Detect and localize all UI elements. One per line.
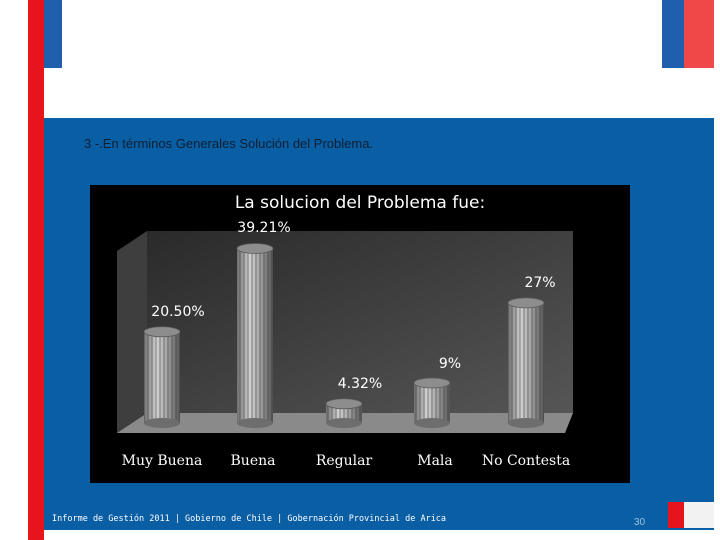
page-number: 30	[634, 517, 646, 528]
slide-subtitle: 3 -.En términos Generales Solución del P…	[84, 136, 374, 151]
bar-ribs	[414, 382, 450, 423]
page-mark-red	[668, 502, 684, 528]
bar-base	[508, 418, 544, 428]
data-label: 9%	[439, 356, 461, 372]
blue-top-stripe-left	[44, 0, 62, 68]
page-mark-white	[684, 502, 714, 528]
slide-footer: Informe de Gestión 2011 | Gobierno de Ch…	[52, 514, 447, 524]
data-label: 20.50%	[151, 304, 204, 320]
red-side-stripe	[28, 0, 44, 540]
bar-ribs	[508, 302, 544, 423]
bar-top	[507, 297, 545, 309]
bar-base	[144, 418, 180, 428]
category-label: No Contesta	[482, 453, 570, 469]
data-label: 39.21%	[237, 220, 290, 236]
category-label: Buena	[231, 453, 276, 469]
bar-top	[236, 243, 274, 254]
bar-ribs	[326, 403, 362, 423]
bar-chart: 20.50% 39.21% 4.32% 9% 27% Muy Buena Buena Regu…	[117, 220, 573, 469]
bar-base	[326, 418, 362, 428]
data-label: 27%	[524, 275, 555, 291]
category-label: Mala	[417, 453, 453, 469]
chart-title: La solucion del Problema fue:	[234, 193, 486, 213]
category-label: Muy Buena	[122, 453, 203, 469]
chart-container: 20.50% 39.21% 4.32% 9% 27% Muy Buena Buena Regu…	[90, 185, 630, 483]
blue-top-stripe-right	[662, 0, 684, 68]
data-label: 4.32%	[338, 376, 382, 392]
red-top-stripe-right	[684, 0, 714, 68]
bar-base	[237, 418, 273, 428]
category-label: Regular	[316, 453, 373, 469]
bar-ribs	[237, 248, 273, 423]
bar-base	[414, 418, 450, 428]
bar-top	[325, 398, 363, 410]
bar-ribs	[144, 331, 180, 423]
bar-top	[143, 326, 181, 338]
plot-side-wall	[117, 231, 147, 433]
bar-top	[413, 377, 451, 389]
